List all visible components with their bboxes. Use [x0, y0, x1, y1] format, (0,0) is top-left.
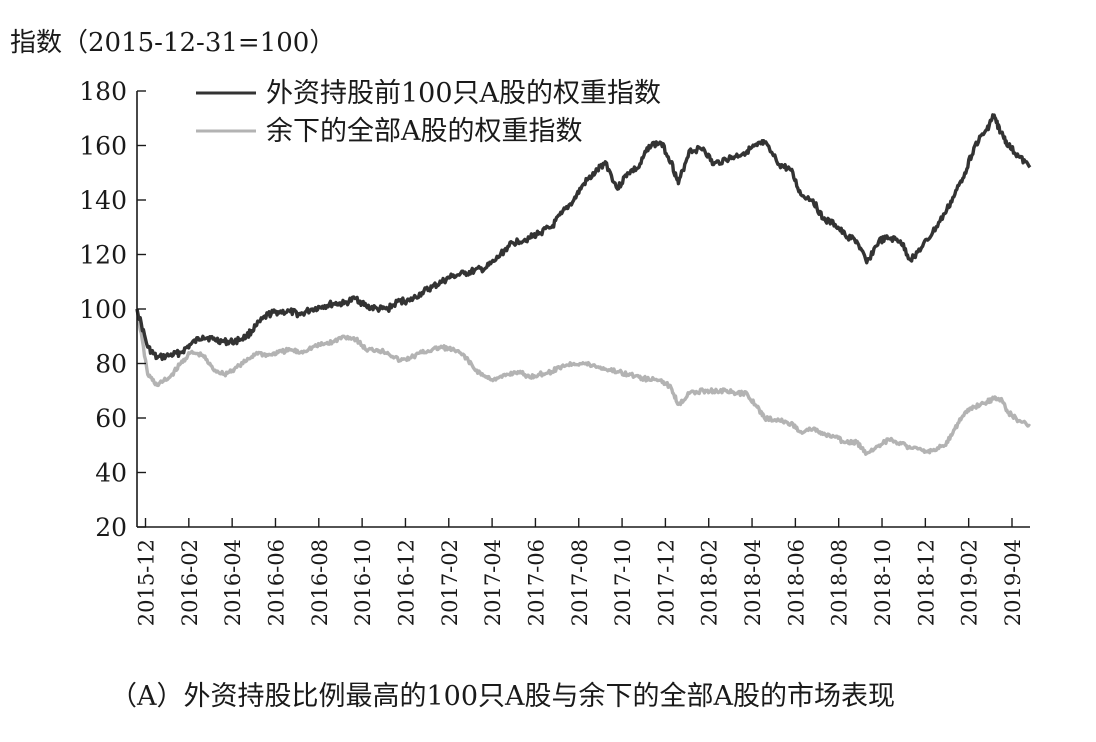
chart-caption: （A）外资持股比例最高的100只A股与余下的全部A股的市场表现: [110, 681, 895, 712]
legend-item-series-2: 余下的全部A股的权重指数: [196, 116, 583, 147]
x-tick-label: 2017-02: [438, 539, 462, 626]
y-tick-label: 60: [95, 404, 127, 433]
y-tick-label: 140: [79, 186, 127, 215]
x-tick-label: 2017-10: [611, 539, 635, 626]
x-tick-label: 2018-08: [828, 539, 852, 626]
x-tick-label: 2015-12: [135, 539, 159, 626]
x-tick-label: 2017-12: [654, 539, 678, 626]
x-tick-label: 2017-08: [568, 539, 592, 626]
x-tick-label: 2016-10: [351, 539, 375, 626]
series-line-rest: [135, 308, 1031, 456]
y-tick-label: 20: [95, 513, 127, 542]
y-tick-label: 80: [95, 350, 127, 379]
x-tick-label: 2017-06: [524, 539, 548, 626]
legend-item-series-1: 外资持股前100只A股的权重指数: [196, 78, 661, 109]
x-tick-label: 2018-06: [784, 539, 808, 626]
legend-label-series-2: 余下的全部A股的权重指数: [266, 116, 583, 147]
x-tick-label: 2018-12: [914, 539, 938, 626]
x-tick-label: 2019-04: [1001, 539, 1025, 626]
x-tick-label: 2017-04: [481, 539, 505, 626]
y-axis-label: 指数（2015-12-31=100）: [10, 28, 335, 58]
x-tick-label: 2016-04: [221, 539, 245, 626]
y-tick-label: 100: [79, 295, 127, 324]
x-tick-label: 2016-06: [264, 539, 288, 626]
y-tick-label: 40: [95, 459, 127, 488]
x-tick-label: 2016-02: [178, 539, 202, 626]
legend: 外资持股前100只A股的权重指数 余下的全部A股的权重指数: [196, 78, 661, 147]
legend-label-series-1: 外资持股前100只A股的权重指数: [266, 78, 661, 109]
y-tick-label: 180: [79, 77, 127, 106]
x-axis-ticks: 2015-12 2016-02 2016-04 2016-06 2016-08 2016-…: [135, 518, 1025, 626]
y-axis-ticks: 20 40 60 80 100 120 140 160 180: [79, 77, 146, 542]
y-tick-label: 160: [79, 132, 127, 161]
series-line-top100: [135, 113, 1032, 362]
x-tick-label: 2018-10: [871, 539, 895, 626]
x-tick-label: 2018-04: [741, 539, 765, 626]
x-tick-label: 2016-08: [308, 539, 332, 626]
y-tick-label: 120: [79, 241, 127, 270]
series-layer: [135, 113, 1032, 456]
x-tick-label: 2018-02: [698, 539, 722, 626]
x-tick-label: 2016-12: [394, 539, 418, 626]
x-tick-label: 2019-02: [958, 539, 982, 626]
